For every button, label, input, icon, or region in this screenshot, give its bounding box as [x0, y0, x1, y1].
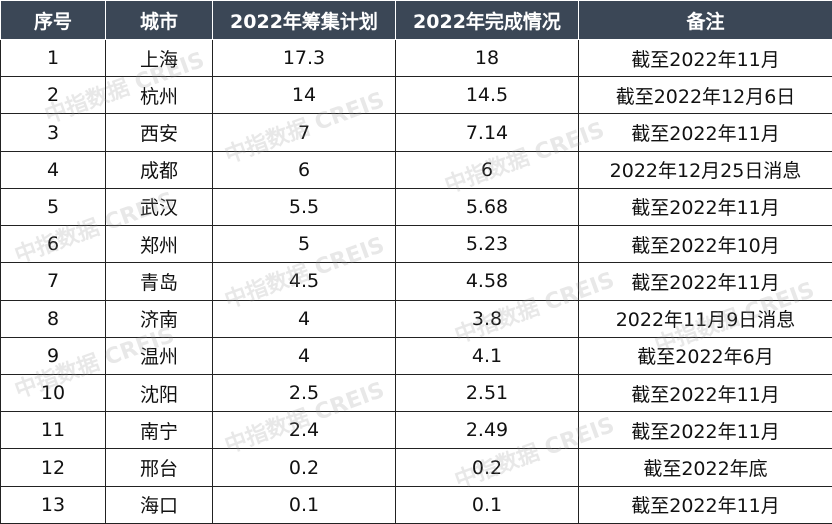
table-cell: 0.2 — [395, 448, 579, 487]
header-cell: 序号 — [0, 0, 106, 40]
table-cell: 3.8 — [395, 299, 579, 338]
table-cell: 截至2022年11月 — [578, 262, 832, 301]
table-cell: 7 — [0, 262, 106, 301]
table-cell: 4.5 — [212, 262, 396, 301]
table-row: 6 郑州 5 5.23 截至2022年10月 — [0, 225, 832, 264]
table-cell: 沈阳 — [105, 373, 213, 413]
table-cell: 0.2 — [212, 448, 396, 487]
table-row: 5 武汉 5.5 5.68 截至2022年11月 — [0, 187, 832, 227]
table-cell: 西安 — [105, 113, 213, 152]
table-row: 1 上海 17.3 18 截至2022年11月 — [0, 38, 832, 78]
table-cell: 5.23 — [395, 225, 579, 264]
table-cell: 温州 — [105, 336, 213, 375]
table-cell: 截至2022年6月 — [578, 336, 832, 375]
table-cell: 2022年11月9日消息 — [578, 299, 832, 338]
table-cell: 邢台 — [105, 448, 213, 487]
header-row: 序号 城市 2022年筹集计划 2022年完成情况 备注 — [0, 0, 832, 40]
table-row: 8 济南 4 3.8 2022年11月9日消息 — [0, 299, 832, 338]
table-cell: 12 — [0, 448, 106, 487]
table-cell: 青岛 — [105, 262, 213, 301]
header-cell: 2022年筹集计划 — [212, 0, 396, 40]
table-cell: 6 — [0, 225, 106, 264]
table-row: 4 成都 6 6 2022年12月25日消息 — [0, 150, 832, 189]
table-row: 9 温州 4 4.1 截至2022年6月 — [0, 336, 832, 375]
table-cell: 14.5 — [395, 76, 579, 115]
table-cell: 截至2022年11月 — [578, 187, 832, 227]
header-cell: 备注 — [578, 0, 832, 40]
header-cell: 2022年完成情况 — [395, 0, 579, 40]
table-cell: 17.3 — [212, 38, 396, 78]
table-cell: 截至2022年11月 — [578, 38, 832, 78]
table-cell: 南宁 — [105, 411, 213, 450]
table-cell: 6 — [212, 150, 396, 189]
table-row: 3 西安 7 7.14 截至2022年11月 — [0, 113, 832, 152]
table-cell: 4 — [212, 336, 396, 375]
table-cell: 18 — [395, 38, 579, 78]
table-cell: 8 — [0, 299, 106, 338]
table-row: 2 杭州 14 14.5 截至2022年12月6日 — [0, 76, 832, 115]
table-cell: 截至2022年底 — [578, 448, 832, 487]
table-cell: 6 — [395, 150, 579, 189]
table-cell: 3 — [0, 113, 106, 152]
table-cell: 2.51 — [395, 373, 579, 413]
table-row: 12 邢台 0.2 0.2 截至2022年底 — [0, 448, 832, 487]
table-cell: 0.1 — [212, 485, 396, 524]
table-cell: 2.4 — [212, 411, 396, 450]
table-cell: 截至2022年11月 — [578, 485, 832, 524]
table-cell: 杭州 — [105, 76, 213, 115]
table-cell: 7.14 — [395, 113, 579, 152]
table-row: 11 南宁 2.4 2.49 截至2022年11月 — [0, 411, 832, 450]
table-row: 13 海口 0.1 0.1 截至2022年11月 — [0, 485, 832, 524]
table-body: 1 上海 17.3 18 截至2022年11月 2 杭州 14 14.5 截至2022年12月6日… — [0, 38, 832, 524]
header-cell: 城市 — [105, 0, 213, 40]
table-cell: 11 — [0, 411, 106, 450]
table-cell: 13 — [0, 485, 106, 524]
table-cell: 截至2022年12月6日 — [578, 76, 832, 115]
table-cell: 济南 — [105, 299, 213, 338]
table-cell: 10 — [0, 373, 106, 413]
table-cell: 7 — [212, 113, 396, 152]
table-cell: 5.68 — [395, 187, 579, 227]
table-cell: 2022年12月25日消息 — [578, 150, 832, 189]
table-cell: 4 — [212, 299, 396, 338]
table-cell: 截至2022年10月 — [578, 225, 832, 264]
table-cell: 截至2022年11月 — [578, 373, 832, 413]
table-cell: 2.49 — [395, 411, 579, 450]
table-cell: 1 — [0, 38, 106, 78]
table-cell: 5.5 — [212, 187, 396, 227]
table-cell: 9 — [0, 336, 106, 375]
table-cell: 4.58 — [395, 262, 579, 301]
table-cell: 2.5 — [212, 373, 396, 413]
table-cell: 郑州 — [105, 225, 213, 264]
table-row: 7 青岛 4.5 4.58 截至2022年11月 — [0, 262, 832, 301]
table-cell: 上海 — [105, 38, 213, 78]
table-cell: 成都 — [105, 150, 213, 189]
table-cell: 4 — [0, 150, 106, 189]
table-cell: 5 — [212, 225, 396, 264]
table-cell: 0.1 — [395, 485, 579, 524]
table-cell: 5 — [0, 187, 106, 227]
table-cell: 4.1 — [395, 336, 579, 375]
table-cell: 截至2022年11月 — [578, 113, 832, 152]
table-row: 10 沈阳 2.5 2.51 截至2022年11月 — [0, 373, 832, 413]
table-cell: 2 — [0, 76, 106, 115]
table-cell: 武汉 — [105, 187, 213, 227]
table-cell: 截至2022年11月 — [578, 411, 832, 450]
table-cell: 海口 — [105, 485, 213, 524]
table-cell: 14 — [212, 76, 396, 115]
